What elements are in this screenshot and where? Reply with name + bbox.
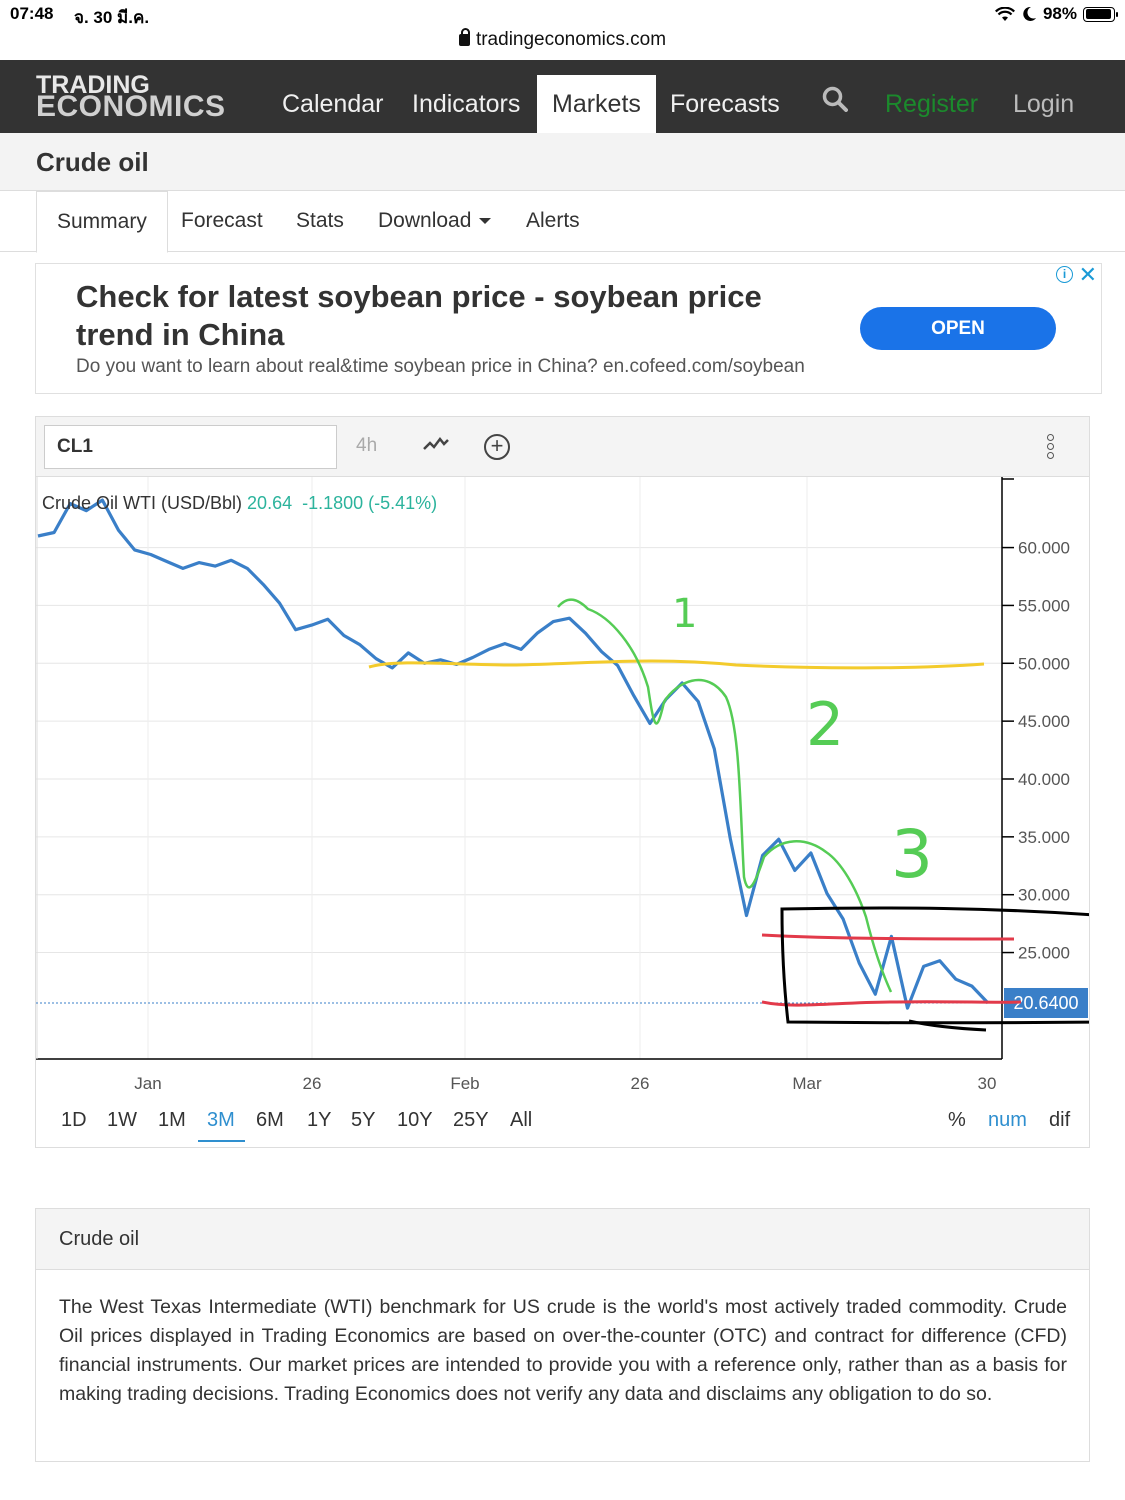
tab-stats[interactable]: Stats: [296, 209, 344, 232]
range-1w[interactable]: 1W: [107, 1109, 137, 1131]
legend-series-name: Crude Oil WTI (USD/Bbl): [42, 493, 243, 513]
x-axis: Jan 26 Feb 26 Mar 30: [134, 1074, 996, 1093]
tab-alerts[interactable]: Alerts: [526, 209, 580, 232]
chart-grid: [36, 477, 1002, 1059]
x-tick-label: Feb: [450, 1074, 479, 1093]
annotation-label-3: 3: [891, 816, 933, 893]
range-1m[interactable]: 1M: [158, 1109, 186, 1131]
y-tick-label: 25.000: [1018, 944, 1070, 963]
description-panel: Crude oil The West Texas Intermediate (W…: [35, 1208, 1090, 1462]
nav-indicators[interactable]: Indicators: [412, 90, 521, 118]
range-all[interactable]: All: [510, 1109, 533, 1131]
tab-summary[interactable]: Summary: [36, 191, 168, 253]
range-3m[interactable]: 3M: [198, 1109, 245, 1142]
ad-close-icon[interactable]: ✕: [1078, 262, 1097, 287]
ad-info-icon[interactable]: i: [1056, 266, 1073, 283]
y-tick-label: 35.000: [1018, 828, 1070, 847]
mode-dif[interactable]: dif: [1049, 1109, 1071, 1131]
last-price-label: 20.6400: [1013, 993, 1078, 1013]
wifi-icon: [994, 6, 1015, 21]
x-tick-label: 26: [303, 1074, 322, 1093]
annotation-black-underline: [908, 1019, 987, 1032]
status-right: 98%: [994, 4, 1118, 24]
x-tick-label: 26: [631, 1074, 650, 1093]
nav-calendar[interactable]: Calendar: [282, 90, 384, 118]
status-date: จ. 30 มี.ค.: [74, 8, 150, 27]
chart-panel: CL1 4h + 60.000 55.000 50.000 45.000 40.000 3…: [35, 416, 1090, 1148]
interval-selector[interactable]: 4h: [356, 435, 378, 456]
annotation-yellow-line: [368, 659, 985, 670]
annotation-black-box: [780, 906, 1089, 1025]
moon-icon: [1023, 6, 1036, 21]
nav-register[interactable]: Register: [885, 90, 979, 118]
nav-forecasts[interactable]: Forecasts: [670, 90, 780, 118]
symbol-input[interactable]: CL1: [44, 425, 337, 469]
battery-icon: [1083, 6, 1118, 22]
y-tick-label: 40.000: [1018, 770, 1070, 789]
content-tabs: Summary Forecast Stats Download Alerts: [0, 191, 1125, 253]
ad-headline[interactable]: Check for latest soybean price - soybean…: [76, 279, 762, 352]
legend-price: 20.64: [247, 493, 293, 513]
y-axis: 60.000 55.000 50.000 45.000 40.000 35.000 30.0…: [1002, 539, 1070, 963]
ad-open-button[interactable]: OPEN: [860, 307, 1056, 350]
chart-toolbar: CL1 4h +: [36, 417, 1089, 477]
y-tick-label: 60.000: [1018, 539, 1070, 558]
logo-line-1: TRADING: [36, 71, 150, 99]
range-1y[interactable]: 1Y: [307, 1109, 332, 1131]
annotation-red-line-top: [761, 933, 1015, 941]
battery-percent: 98%: [1042, 4, 1077, 23]
annotation-green-curve: [557, 598, 893, 993]
nav-markets[interactable]: Markets: [537, 75, 656, 133]
legend-change: -1.1800 (-5.41%): [302, 493, 438, 513]
range-10y[interactable]: 10Y: [397, 1109, 433, 1131]
annotation-red-line-bottom: [761, 1000, 1022, 1007]
add-indicator-icon[interactable]: +: [484, 434, 510, 460]
site-nav: TRADING ECONOMICS Calendar Indicators Ma…: [0, 60, 1125, 133]
price-chart[interactable]: 60.000 55.000 50.000 45.000 40.000 35.000 30.0…: [36, 477, 1089, 1103]
status-time: 07:48: [10, 4, 54, 23]
range-5y[interactable]: 5Y: [351, 1109, 376, 1131]
nav-login[interactable]: Login: [1013, 90, 1075, 118]
annotation-label-2: 2: [806, 690, 844, 760]
y-tick-label: 50.000: [1018, 654, 1070, 673]
site-logo[interactable]: TRADING ECONOMICS: [36, 71, 226, 123]
search-icon[interactable]: [822, 86, 848, 112]
url-text: tradingeconomics.com: [475, 29, 667, 50]
more-menu-icon[interactable]: [1047, 434, 1055, 461]
tab-forecast[interactable]: Forecast: [181, 209, 263, 232]
chevron-down-icon: [479, 218, 492, 225]
mode-percent[interactable]: %: [948, 1109, 966, 1131]
page-title: Crude oil: [36, 147, 149, 177]
price-series-line: [37, 498, 990, 1010]
tab-download-label: Download: [378, 209, 472, 232]
ad-banner[interactable]: Check for latest soybean price - soybean…: [35, 262, 1102, 394]
range-25y[interactable]: 25Y: [453, 1109, 489, 1131]
description-text: The West Texas Intermediate (WTI) benchm…: [59, 1296, 1067, 1405]
range-6m[interactable]: 6M: [256, 1109, 284, 1131]
page-title-bar: Crude oil: [0, 133, 1125, 191]
y-tick-label: 45.000: [1018, 712, 1070, 731]
range-selector: 1D 1W 1M 3M 6M 1Y 5Y 10Y 25Y All % num d…: [36, 1103, 1089, 1147]
annotation-label-1: 1: [672, 591, 697, 637]
mode-num[interactable]: num: [988, 1109, 1027, 1131]
logo-line-2: ECONOMICS: [36, 90, 226, 123]
line-chart-icon[interactable]: [422, 435, 450, 453]
range-1d[interactable]: 1D: [61, 1109, 87, 1131]
address-bar[interactable]: tradingeconomics.com: [0, 26, 1125, 60]
x-tick-label: Mar: [792, 1074, 822, 1093]
y-tick-label: 55.000: [1018, 596, 1070, 615]
x-tick-label: Jan: [134, 1074, 161, 1093]
lock-icon: [458, 28, 470, 46]
ad-description[interactable]: Do you want to learn about real&time soy…: [76, 356, 805, 377]
tab-download[interactable]: Download: [378, 191, 492, 252]
description-title: Crude oil: [36, 1209, 1089, 1270]
y-tick-label: 30.000: [1018, 886, 1070, 905]
status-bar: 07:48 จ. 30 มี.ค. 98%: [0, 0, 1125, 28]
chart-legend: Crude Oil WTI (USD/Bbl) 20.64 -1.1800 (-…: [42, 493, 437, 514]
x-tick-label: 30: [978, 1074, 997, 1093]
